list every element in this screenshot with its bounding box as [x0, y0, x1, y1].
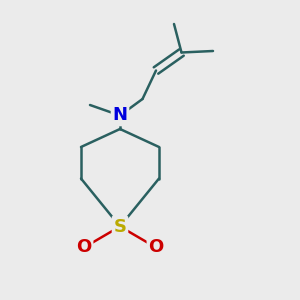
Text: O: O [148, 238, 164, 256]
Text: S: S [113, 218, 127, 236]
Text: N: N [112, 106, 128, 124]
Text: O: O [76, 238, 92, 256]
